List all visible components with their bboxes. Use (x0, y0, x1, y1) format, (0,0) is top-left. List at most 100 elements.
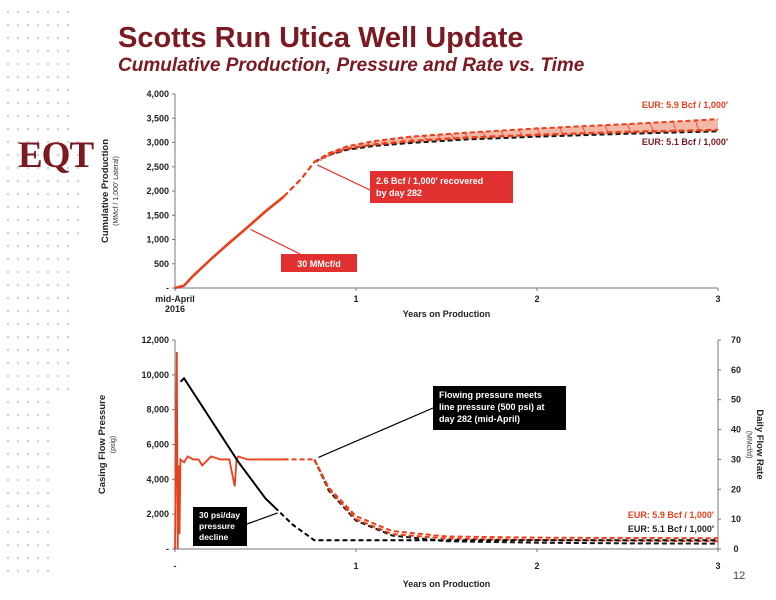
decor-dot (16, 244, 20, 248)
decor-dot (26, 504, 30, 508)
series-eur-low (313, 459, 719, 545)
decor-dot (36, 244, 40, 248)
decor-dot (26, 88, 30, 92)
decor-dot (16, 140, 20, 144)
decor-dot (46, 192, 50, 196)
decor-dot (66, 322, 70, 326)
decor-dot (36, 335, 40, 339)
decor-dot (6, 426, 10, 430)
decor-dot (36, 504, 40, 508)
decor-dot (56, 192, 60, 196)
decor-dot (16, 361, 20, 365)
decor-dot (46, 257, 50, 261)
decor-dot (66, 335, 70, 339)
eur-hatch (337, 149, 343, 153)
eur-band (314, 119, 718, 162)
decor-dot (56, 10, 60, 14)
decor-dot (36, 179, 40, 183)
x-axis-label: Years on Production (403, 309, 491, 319)
annotation-arrow (317, 164, 371, 191)
decor-dot (46, 374, 50, 378)
decor-dot (6, 452, 10, 456)
decor-dot (6, 348, 10, 352)
y-tick-label: 4,000 (146, 474, 169, 484)
y-tick-label: 12,000 (141, 335, 169, 345)
decor-dot (66, 101, 70, 105)
decor-dot (56, 361, 60, 365)
y2-axis-sublabel: (MMcf/d) (745, 431, 752, 459)
eqt-logo: EQT (18, 135, 94, 176)
decor-dot (26, 439, 30, 443)
decor-dot (66, 231, 70, 235)
eur-hatch (373, 140, 379, 147)
y-axis-sublabel: (psig) (110, 436, 117, 454)
decor-dot (26, 244, 30, 248)
decor-dot (46, 478, 50, 482)
y-tick-label: 2,000 (146, 509, 169, 519)
decor-dot (56, 49, 60, 53)
eur-hatch (450, 133, 456, 141)
decor-dot (6, 114, 10, 118)
annotation-box (281, 254, 357, 272)
decor-dot (16, 530, 20, 534)
decor-dot (26, 205, 30, 209)
series-pressure-forecast (273, 506, 718, 542)
decor-dot (36, 257, 40, 261)
decor-dot (6, 413, 10, 417)
decor-dot (16, 452, 20, 456)
decor-dot (56, 322, 60, 326)
annotation-box (370, 171, 513, 203)
decor-dot (36, 36, 40, 40)
decor-dot (36, 10, 40, 14)
decor-dot (26, 140, 30, 144)
decor-dot (36, 400, 40, 404)
eur-hatch (672, 121, 678, 133)
decor-dot (26, 231, 30, 235)
decor-dot (6, 491, 10, 495)
decor-dot (66, 387, 70, 391)
decor-dot (6, 270, 10, 274)
decor-dot (6, 166, 10, 170)
decor-dot (26, 23, 30, 27)
y2-axis-label-group: Daily Flow Rate(MMcf/d) (745, 409, 765, 479)
decor-dot (76, 205, 80, 209)
y2-tick-label: 20 (731, 484, 741, 494)
decor-dot (46, 491, 50, 495)
decor-dot (46, 36, 50, 40)
decor-dot (46, 270, 50, 274)
y2-tick-label: 70 (731, 335, 741, 345)
decor-dot (6, 192, 10, 196)
y2-tick-label: 60 (731, 365, 741, 375)
decor-dot (16, 49, 20, 53)
decor-dot (46, 309, 50, 313)
decor-dot (36, 231, 40, 235)
decor-dot (26, 153, 30, 157)
decor-dot (16, 556, 20, 560)
decor-dot (16, 114, 20, 118)
decor-dot (6, 153, 10, 157)
decor-dot (26, 36, 30, 40)
decor-dot (56, 166, 60, 170)
decor-dot (66, 179, 70, 183)
decor-dot (36, 374, 40, 378)
decor-dot (46, 296, 50, 300)
eur-hatch (694, 120, 700, 133)
decor-dot (6, 140, 10, 144)
eur-hatch (482, 131, 488, 140)
decor-dot (16, 374, 20, 378)
decor-dot (36, 114, 40, 118)
decor-dot (36, 127, 40, 131)
decor-dot (26, 270, 30, 274)
y-tick-label: 3,000 (146, 138, 169, 148)
y-tick-label: 8,000 (146, 405, 169, 415)
decor-dot (66, 49, 70, 53)
decor-dot (36, 101, 40, 105)
x-tick-label: - (174, 561, 177, 571)
x-tick-label: 3 (715, 294, 720, 304)
decor-dot (26, 283, 30, 287)
eur-label-high: EUR: 5.9 Bcf / 1,000' (628, 510, 714, 520)
decor-dot (66, 114, 70, 118)
decor-dot (6, 75, 10, 79)
decor-dot (76, 166, 80, 170)
decor-dot (76, 192, 80, 196)
